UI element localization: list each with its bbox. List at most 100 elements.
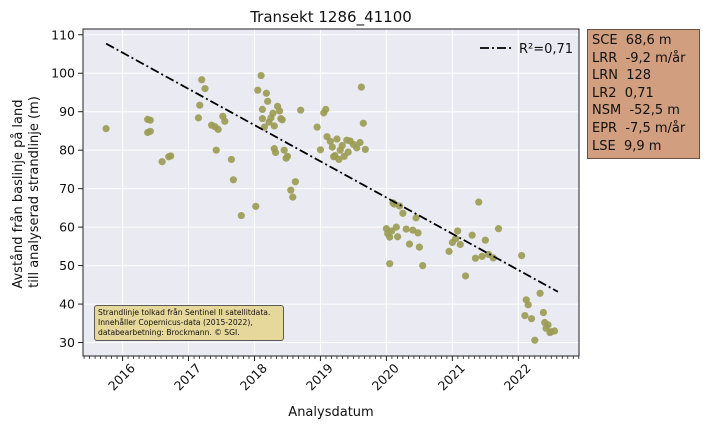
y-tick-label: 60: [59, 220, 75, 235]
data-point: [326, 137, 334, 145]
data-point: [456, 240, 464, 249]
stat-row-epr: EPR -7,5 m/år: [592, 120, 686, 136]
data-point: [481, 236, 489, 244]
data-point: [167, 152, 175, 160]
data-points: [102, 71, 559, 344]
data-point: [353, 144, 361, 152]
note-line: databearbetning: Brockmann. © SGI.: [98, 328, 240, 337]
data-point: [313, 123, 321, 131]
y-tick-label: 40: [59, 297, 75, 312]
x-axis-label: Analysdatum: [288, 405, 373, 420]
x-tick-label: 2020: [369, 360, 402, 393]
stat-row-nsm: NSM -52,5 m: [592, 103, 680, 119]
note-line: Innehåller Copernicus-data (2015-2022),: [98, 318, 253, 327]
data-point: [229, 176, 237, 184]
stat-row-lr2: LR2 0,71: [592, 85, 654, 101]
data-point: [452, 235, 460, 243]
note-line: Strandlinje tolkad från Sentinel II sate…: [98, 308, 271, 317]
data-point: [359, 119, 367, 127]
data-point: [415, 243, 423, 251]
data-point: [405, 240, 414, 248]
y-tick-label: 100: [51, 66, 75, 81]
data-point: [392, 223, 400, 231]
data-point: [536, 289, 544, 297]
data-point: [399, 209, 407, 217]
data-point: [468, 231, 476, 239]
x-tick-label: 2016: [105, 360, 138, 393]
plot-area: [83, 29, 579, 356]
data-point: [283, 152, 292, 160]
data-point: [328, 143, 336, 151]
data-point: [445, 247, 453, 255]
data-point: [478, 252, 486, 260]
trend-line: [105, 42, 559, 293]
data-point: [333, 135, 341, 143]
data-point: [254, 86, 262, 94]
data-point: [194, 114, 203, 122]
data-point: [471, 254, 480, 262]
stat-row-sce: SCE 68,6 m: [592, 33, 672, 48]
data-point: [521, 312, 529, 320]
y-tick-label: 110: [51, 27, 75, 42]
data-point: [212, 146, 220, 154]
data-point: [146, 116, 154, 124]
data-point: [252, 202, 260, 210]
data-point: [258, 105, 267, 114]
data-point: [201, 85, 209, 93]
data-point: [357, 83, 365, 91]
data-point: [386, 260, 394, 268]
data-point: [280, 146, 288, 154]
stat-row-lrn: LRN 128: [592, 68, 652, 84]
data-point: [386, 233, 394, 241]
data-point: [257, 71, 265, 80]
stat-row-lse: LSE 9,9 m: [592, 138, 662, 154]
data-point: [414, 229, 422, 237]
data-point: [262, 89, 270, 97]
x-tick-label: 2018: [237, 360, 270, 393]
y-tick-label: 50: [59, 258, 75, 273]
data-point: [419, 261, 427, 270]
data-point: [291, 178, 299, 186]
data-point: [402, 225, 410, 233]
data-point: [454, 227, 462, 235]
data-point: [237, 211, 245, 220]
data-point: [361, 145, 369, 154]
y-tick-label: 70: [59, 181, 75, 196]
data-point: [297, 106, 305, 114]
data-point: [356, 138, 364, 147]
data-point: [412, 214, 420, 222]
data-point: [264, 97, 272, 105]
stat-row-lrr: LRR -9,2 m/år: [592, 50, 686, 66]
x-tick-label: 2017: [171, 360, 204, 393]
data-point: [146, 127, 154, 135]
data-point: [214, 125, 222, 134]
data-point: [196, 101, 204, 109]
x-tick-label: 2022: [501, 360, 534, 393]
y-tick-label: 80: [59, 143, 75, 158]
y-axis-label: Avstånd från baslinje på land till analy…: [11, 95, 42, 288]
data-point: [322, 105, 330, 114]
data-point: [227, 155, 236, 164]
data-point: [518, 251, 526, 260]
data-point: [494, 225, 503, 233]
data-point: [269, 109, 277, 117]
x-tick-label: 2019: [303, 360, 336, 393]
data-point: [271, 148, 280, 157]
data-point: [335, 155, 343, 164]
data-source-note: Strandlinje tolkad från Sentinel II sate…: [94, 305, 284, 341]
shoreline-statistics-box: SCE 68,6 m LRR -9,2 m/år LRN 128 LR2 0,71 NS…: [587, 29, 700, 160]
data-point: [475, 198, 483, 206]
y-tick-label: 90: [59, 104, 75, 119]
data-point: [550, 327, 559, 335]
data-point: [531, 336, 539, 344]
data-point: [258, 115, 267, 123]
x-tick-label: 2021: [435, 360, 468, 393]
data-point: [394, 233, 402, 241]
legend: R²=0,71: [480, 42, 573, 57]
data-point: [287, 186, 295, 194]
data-point: [524, 301, 532, 309]
data-point: [489, 254, 497, 262]
data-point: [275, 107, 284, 115]
data-point: [539, 308, 547, 317]
